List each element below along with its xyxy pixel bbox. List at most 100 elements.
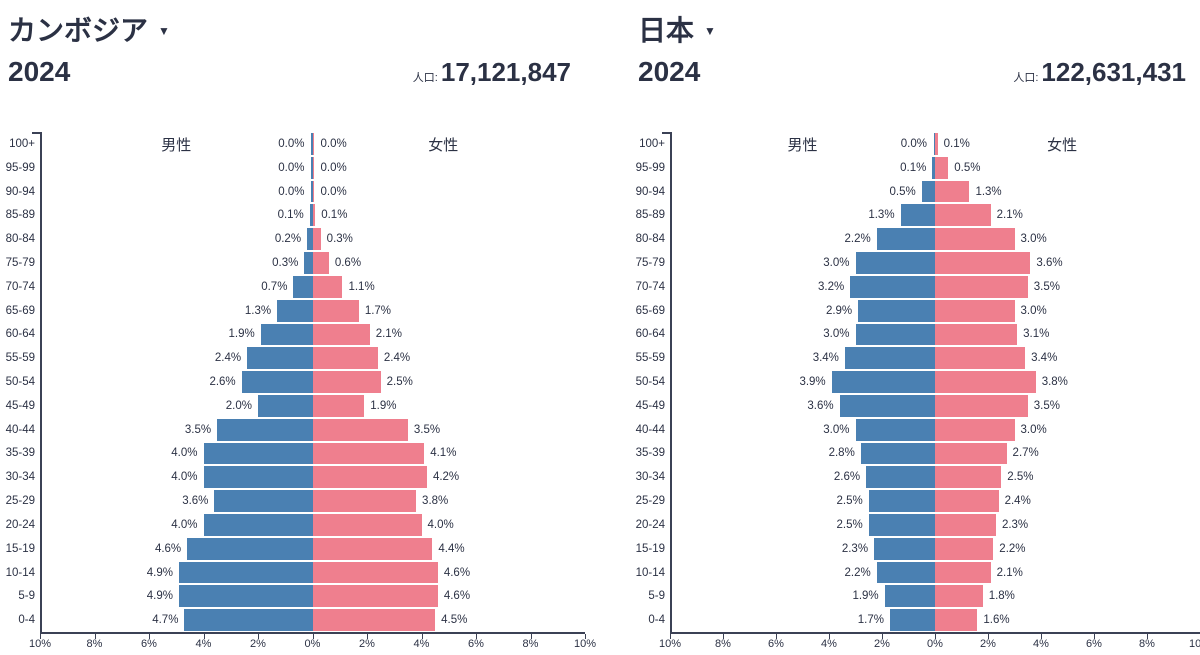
female-series-label: 女性 [1047, 137, 1078, 154]
male-bar[interactable] [311, 156, 313, 179]
male-bar[interactable] [860, 442, 935, 465]
female-bar[interactable] [935, 371, 1036, 393]
male-bar[interactable] [855, 252, 935, 274]
female-bar[interactable] [312, 537, 433, 560]
male-bar[interactable] [277, 299, 313, 322]
female-bar[interactable] [935, 133, 938, 155]
female-bar[interactable] [312, 490, 417, 512]
pyramid-row: 75-79 0.3% 0.6% [0, 251, 585, 275]
female-bar[interactable] [935, 299, 1015, 322]
male-bar[interactable] [921, 180, 935, 203]
male-bar[interactable] [831, 371, 935, 393]
female-bar[interactable] [935, 394, 1028, 417]
female-bar[interactable] [935, 466, 1002, 489]
female-bar[interactable] [312, 418, 408, 441]
country-selector[interactable]: カンボジア ▼ [8, 10, 571, 48]
female-bar[interactable] [312, 442, 425, 465]
male-bar[interactable] [844, 347, 935, 370]
female-bar[interactable] [935, 275, 1028, 298]
male-bar[interactable] [900, 204, 935, 227]
female-bar[interactable] [312, 299, 359, 322]
male-bar[interactable] [884, 585, 935, 608]
female-bar[interactable] [312, 466, 427, 489]
axis-tick [829, 633, 830, 639]
female-bar[interactable] [312, 514, 422, 536]
female-bar[interactable] [935, 537, 994, 560]
female-bar[interactable] [935, 490, 999, 512]
female-bar[interactable] [935, 180, 970, 203]
female-bar[interactable] [312, 609, 436, 632]
female-bar[interactable] [935, 252, 1031, 274]
female-bar[interactable] [312, 323, 370, 346]
female-bar[interactable] [312, 133, 314, 155]
male-bar[interactable] [178, 585, 313, 608]
male-bar[interactable] [203, 442, 313, 465]
male-bar[interactable] [309, 204, 313, 227]
male-bar[interactable] [258, 394, 313, 417]
chevron-down-icon[interactable]: ▼ [704, 24, 716, 38]
female-bar[interactable] [312, 156, 314, 179]
male-bar[interactable] [876, 228, 935, 251]
male-bar[interactable] [307, 228, 313, 251]
male-bar[interactable] [932, 156, 935, 179]
male-bar[interactable] [241, 371, 313, 393]
axis-tick [670, 633, 671, 639]
female-bar[interactable] [935, 347, 1026, 370]
male-bar[interactable] [855, 418, 935, 441]
female-bar[interactable] [935, 442, 1007, 465]
male-bar[interactable] [839, 394, 935, 417]
male-bar[interactable] [311, 133, 313, 155]
pyramid-row: 95-99 0.1% 0.5% [615, 156, 1200, 180]
male-bar[interactable] [858, 299, 935, 322]
male-bar[interactable] [868, 490, 935, 512]
female-bar[interactable] [312, 204, 316, 227]
female-bar[interactable] [312, 371, 381, 393]
male-bar[interactable] [203, 466, 313, 489]
male-bar[interactable] [304, 252, 313, 274]
male-bar[interactable] [866, 466, 935, 489]
male-bar[interactable] [876, 561, 935, 584]
male-bar[interactable] [247, 347, 313, 370]
age-group-label: 70-74 [635, 280, 665, 293]
female-bar[interactable] [935, 561, 991, 584]
female-percent-label: 1.9% [370, 399, 397, 412]
male-bar[interactable] [214, 490, 313, 512]
female-bar[interactable] [935, 204, 991, 227]
male-bar[interactable] [178, 561, 313, 584]
country-name[interactable]: カンボジア [8, 15, 149, 46]
male-bar[interactable] [889, 609, 935, 632]
female-bar[interactable] [312, 228, 321, 251]
male-bar[interactable] [855, 323, 935, 346]
female-bar[interactable] [935, 418, 1015, 441]
male-percent-label: 3.0% [823, 256, 850, 269]
female-bar[interactable] [312, 252, 329, 274]
female-bar[interactable] [312, 275, 343, 298]
male-bar[interactable] [203, 514, 313, 536]
male-bar[interactable] [850, 275, 935, 298]
male-bar[interactable] [187, 537, 313, 560]
country-name[interactable]: 日本 [638, 15, 695, 46]
male-bar[interactable] [874, 537, 935, 560]
female-bar[interactable] [935, 323, 1018, 346]
female-bar[interactable] [935, 156, 949, 179]
female-bar[interactable] [312, 394, 365, 417]
female-bar[interactable] [312, 180, 314, 203]
pyramid-row-plot: 2.2% 3.0% [670, 227, 1200, 251]
male-bar[interactable] [184, 609, 313, 632]
female-bar[interactable] [935, 514, 996, 536]
male-bar[interactable] [933, 133, 935, 155]
male-bar[interactable] [293, 275, 313, 298]
female-bar[interactable] [312, 585, 438, 608]
female-bar[interactable] [312, 561, 438, 584]
chevron-down-icon[interactable]: ▼ [158, 24, 170, 38]
country-selector[interactable]: 日本 ▼ [638, 10, 1186, 48]
male-bar[interactable] [217, 418, 313, 441]
female-bar[interactable] [312, 347, 378, 370]
female-bar[interactable] [935, 228, 1015, 251]
male-bar[interactable] [868, 514, 935, 536]
female-bar[interactable] [935, 609, 978, 632]
male-bar[interactable] [260, 323, 313, 346]
age-group-label: 50-54 [635, 376, 665, 389]
male-bar[interactable] [311, 180, 313, 203]
female-bar[interactable] [935, 585, 983, 608]
